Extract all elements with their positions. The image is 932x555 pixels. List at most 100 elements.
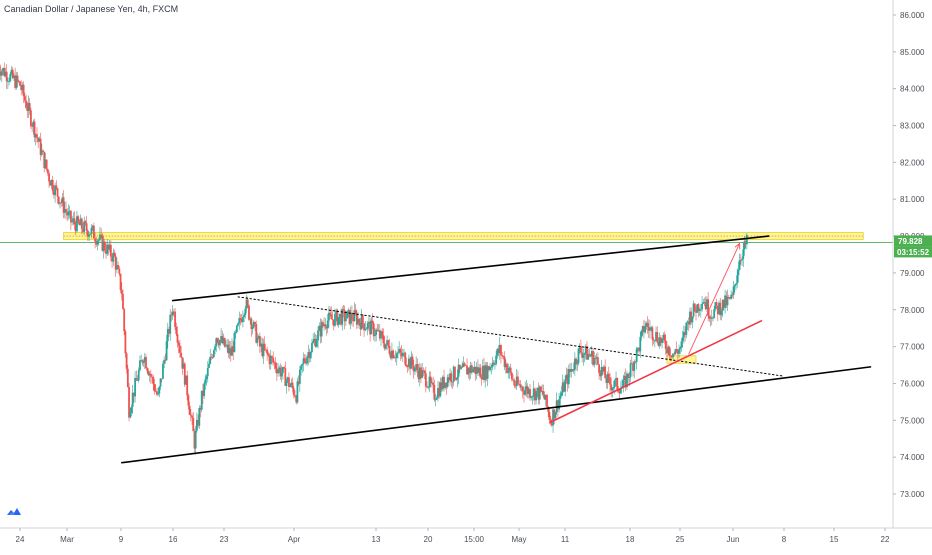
x-tick-label: Apr (288, 535, 301, 544)
x-tick-label: Mar (60, 535, 74, 544)
candle-body (389, 346, 391, 354)
x-tick-label: 22 (881, 535, 890, 544)
candle-body (131, 407, 133, 413)
candle-body (712, 318, 714, 319)
candle-body (169, 315, 171, 334)
candle-body (330, 315, 332, 320)
candle-body (742, 249, 744, 259)
candle-body (204, 379, 206, 383)
candle-body (495, 356, 497, 364)
candle-body (665, 341, 667, 349)
candle-body (1, 71, 3, 75)
candle-body (633, 362, 635, 371)
candle-body (52, 180, 54, 191)
candle-body (122, 294, 124, 309)
candle-body (740, 260, 742, 261)
candle-body (203, 383, 205, 396)
candle-body (500, 345, 502, 355)
candle-body (736, 275, 738, 283)
candle-body (272, 358, 274, 363)
y-tick-label: 82.000 (900, 158, 925, 167)
candle-body (293, 388, 295, 395)
candle-body (681, 341, 683, 347)
candle-body (494, 364, 496, 365)
candle-body (252, 327, 254, 329)
candle-body (47, 169, 49, 173)
candle-body (584, 353, 586, 355)
tradingview-logo-icon[interactable] (4, 502, 24, 522)
candle-body (294, 395, 296, 396)
candle-body (247, 299, 249, 305)
candle-body (281, 373, 283, 377)
candle-body (257, 338, 259, 343)
candle-body (540, 387, 542, 392)
candle-body (685, 323, 687, 335)
x-tick-label: 13 (372, 535, 381, 544)
candle-body (235, 332, 237, 333)
candle-body (727, 297, 729, 305)
candle-body (733, 287, 735, 295)
candle-body (292, 383, 294, 389)
candle-body (98, 240, 100, 241)
candle-body (511, 373, 513, 380)
candle-body (46, 160, 48, 170)
candle-body (636, 349, 638, 362)
candle-body (542, 391, 544, 395)
candle-body (338, 317, 340, 325)
candle-body (180, 353, 182, 357)
candle-body (162, 364, 164, 379)
countdown-label: 03:15:52 (897, 248, 930, 257)
candle-body (126, 353, 128, 368)
candle-body (558, 399, 560, 409)
candle-body (310, 352, 312, 358)
candle-body (622, 380, 624, 386)
candle-body (317, 330, 319, 340)
candle-body (396, 353, 398, 358)
candle-body (301, 364, 303, 366)
candle-body (738, 270, 740, 276)
candle-body (628, 377, 630, 378)
candle-body (208, 364, 210, 368)
candle-body (275, 363, 277, 369)
candle-body (139, 360, 141, 370)
candle-body (71, 221, 73, 222)
x-tick-label: 24 (16, 535, 25, 544)
candle-body (117, 265, 119, 269)
candle-body (81, 219, 83, 229)
candle-body (277, 370, 279, 374)
y-tick-label: 79.000 (900, 269, 925, 278)
candle-body (450, 373, 452, 381)
candle-body (614, 380, 616, 387)
candle-body (123, 309, 125, 331)
x-tick-label: May (511, 535, 526, 544)
candle-body (243, 315, 245, 317)
candle-body (546, 395, 548, 407)
candle-body (299, 370, 301, 384)
candle-body (400, 349, 402, 353)
candle-body (630, 363, 632, 377)
candle-body (416, 364, 418, 370)
candle-body (456, 377, 458, 380)
candle-body (559, 396, 561, 399)
candle-body (713, 309, 715, 318)
candle-body (432, 383, 434, 385)
candle-body (311, 343, 313, 352)
y-tick-label: 78.000 (900, 306, 925, 315)
candle-body (110, 245, 112, 257)
candle-body (240, 318, 242, 320)
candle-body (97, 241, 99, 245)
candle-body (524, 390, 526, 395)
candle-body (564, 380, 566, 391)
candle-body (582, 355, 584, 358)
candle-body (29, 103, 31, 110)
candle-body (175, 327, 177, 334)
x-tick-label: 15:00 (464, 535, 485, 544)
candle-body (297, 381, 299, 402)
candle-body (510, 368, 512, 373)
candle-body (362, 315, 364, 323)
candle-body (678, 349, 680, 354)
candle-body (530, 397, 532, 398)
candle-body (154, 384, 156, 391)
